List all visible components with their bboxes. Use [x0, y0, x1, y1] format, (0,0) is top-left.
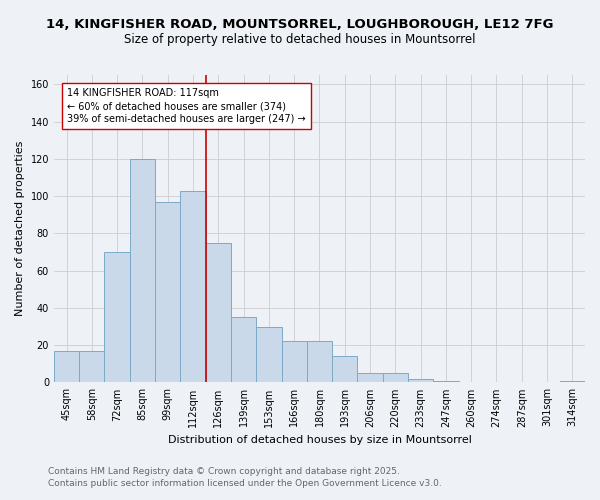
Y-axis label: Number of detached properties: Number of detached properties: [15, 141, 25, 316]
Bar: [231, 317, 256, 382]
Bar: [332, 356, 358, 382]
Bar: [358, 373, 383, 382]
Bar: [307, 342, 332, 382]
Bar: [256, 326, 281, 382]
Bar: [281, 342, 307, 382]
Bar: [155, 202, 181, 382]
Bar: [408, 378, 433, 382]
Bar: [206, 242, 231, 382]
Text: 14 KINGFISHER ROAD: 117sqm
← 60% of detached houses are smaller (374)
39% of sem: 14 KINGFISHER ROAD: 117sqm ← 60% of deta…: [67, 88, 305, 124]
X-axis label: Distribution of detached houses by size in Mountsorrel: Distribution of detached houses by size …: [167, 435, 472, 445]
Bar: [433, 380, 458, 382]
Bar: [79, 351, 104, 382]
Bar: [560, 380, 585, 382]
Text: Contains HM Land Registry data © Crown copyright and database right 2025.
Contai: Contains HM Land Registry data © Crown c…: [48, 466, 442, 487]
Bar: [130, 159, 155, 382]
Text: Size of property relative to detached houses in Mountsorrel: Size of property relative to detached ho…: [124, 32, 476, 46]
Bar: [54, 351, 79, 382]
Bar: [181, 190, 206, 382]
Bar: [383, 373, 408, 382]
Bar: [104, 252, 130, 382]
Text: 14, KINGFISHER ROAD, MOUNTSORREL, LOUGHBOROUGH, LE12 7FG: 14, KINGFISHER ROAD, MOUNTSORREL, LOUGHB…: [46, 18, 554, 30]
